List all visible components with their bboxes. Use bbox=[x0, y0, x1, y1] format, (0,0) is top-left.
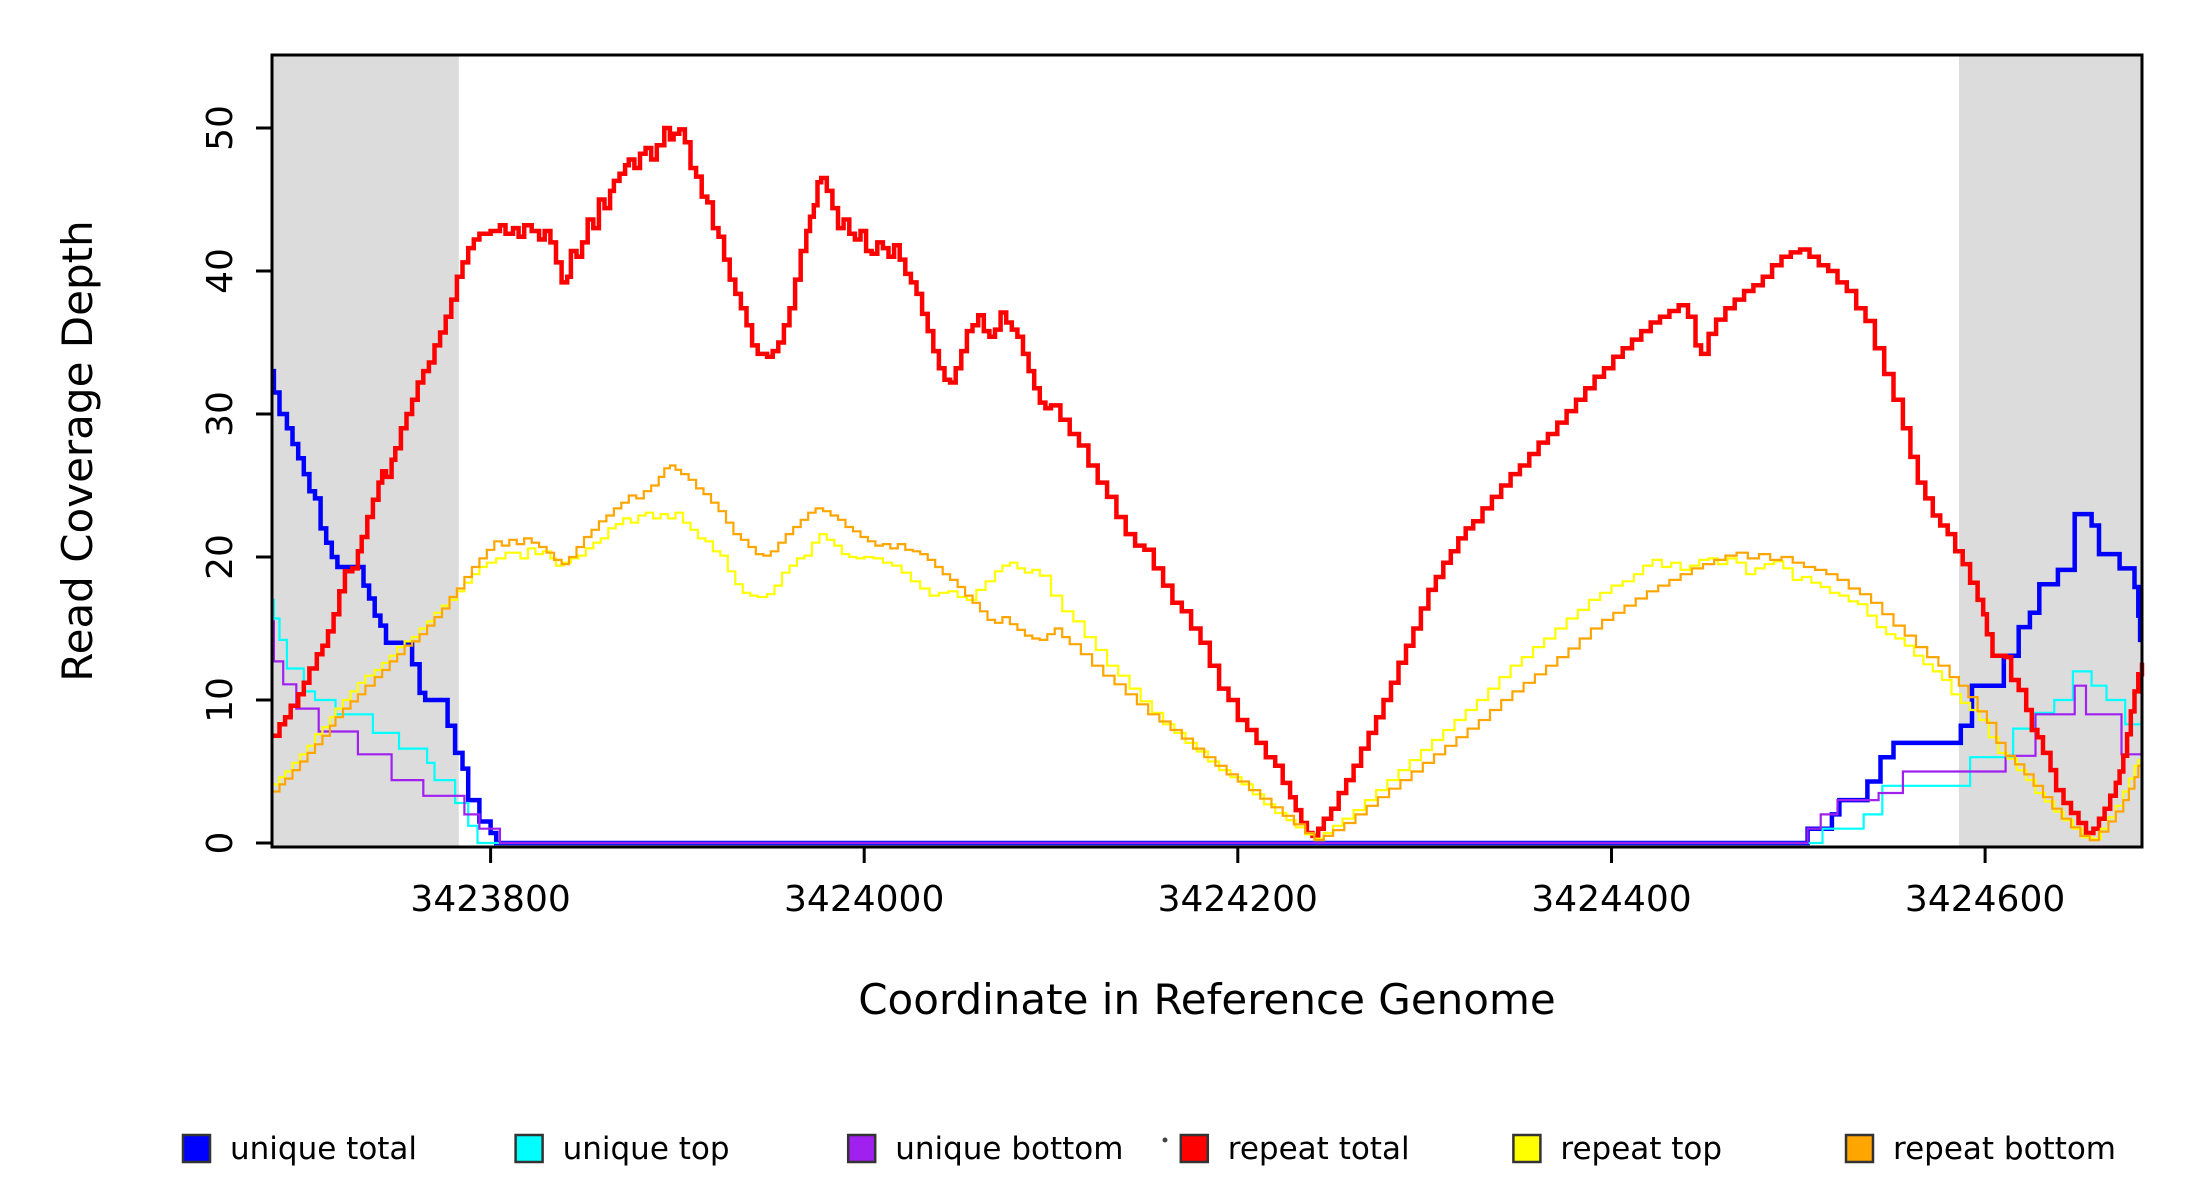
legend-item-repeat-total: repeat total bbox=[1179, 1131, 1410, 1167]
x-axis-title: Coordinate in Reference Genome bbox=[858, 975, 1556, 1024]
x-tick-label: 3424600 bbox=[1905, 879, 2065, 920]
y-tick-label: 10 bbox=[200, 677, 241, 723]
series-line-unique-top bbox=[272, 598, 2142, 845]
x-axis-ticks: 3423800 3424000 3424200 3424400 3424600 bbox=[410, 847, 2065, 920]
series-line-repeat-bottom bbox=[272, 464, 2144, 842]
legend: unique total unique top unique bottom repea… bbox=[181, 1131, 2116, 1167]
legend-label-unique-top: unique top bbox=[563, 1131, 730, 1167]
series-line-repeat-total bbox=[272, 125, 2145, 839]
legend-swatch-unique-total bbox=[181, 1133, 212, 1164]
x-tick-label: 3424400 bbox=[1531, 879, 1691, 920]
highlight-region bbox=[1958, 55, 2142, 847]
series-line-repeat-top bbox=[272, 511, 2144, 840]
plot-border bbox=[270, 53, 2144, 849]
shaded-regions bbox=[272, 55, 2142, 847]
x-tick-label: 3424000 bbox=[784, 879, 944, 920]
y-tick-label: 20 bbox=[200, 534, 241, 580]
x-tick-label: 3424200 bbox=[1158, 879, 1318, 920]
y-tick-label: 50 bbox=[200, 105, 241, 151]
y-tick-label: 30 bbox=[200, 391, 241, 437]
series-line-unique-bottom bbox=[272, 620, 2142, 845]
legend-swatch-unique-top bbox=[514, 1133, 544, 1164]
legend-item-unique-bottom: unique bottom bbox=[846, 1131, 1123, 1167]
y-axis-ticks: 0 10 20 30 40 50 bbox=[200, 105, 272, 854]
legend-swatch-repeat-bottom bbox=[1844, 1133, 1875, 1164]
legend-label-unique-total: unique total bbox=[230, 1131, 417, 1167]
legend-item-unique-total: unique total bbox=[181, 1131, 417, 1167]
legend-label-repeat-total: repeat total bbox=[1228, 1131, 1410, 1167]
legend-item-repeat-top: repeat top bbox=[1512, 1131, 1722, 1167]
y-axis-title: Read Coverage Depth bbox=[53, 220, 102, 681]
legend-item-unique-top: unique top bbox=[514, 1131, 730, 1167]
series-lines bbox=[271, 125, 2145, 846]
legend-swatch-unique-bottom bbox=[846, 1133, 877, 1164]
y-tick-label: 40 bbox=[200, 248, 241, 294]
legend-swatch-repeat-total bbox=[1179, 1133, 1210, 1164]
x-tick-label: 3423800 bbox=[410, 879, 570, 920]
y-tick-label: 0 bbox=[200, 832, 241, 855]
legend-swatch-repeat-top bbox=[1512, 1133, 1542, 1164]
legend-item-repeat-bottom: repeat bottom bbox=[1844, 1131, 2116, 1167]
legend-label-repeat-bottom: repeat bottom bbox=[1893, 1131, 2116, 1167]
stray-dot bbox=[1162, 1137, 1168, 1143]
legend-label-unique-bottom: unique bottom bbox=[895, 1131, 1123, 1167]
legend-label-repeat-top: repeat top bbox=[1560, 1131, 1722, 1167]
series-line-unique-total bbox=[271, 368, 2143, 846]
